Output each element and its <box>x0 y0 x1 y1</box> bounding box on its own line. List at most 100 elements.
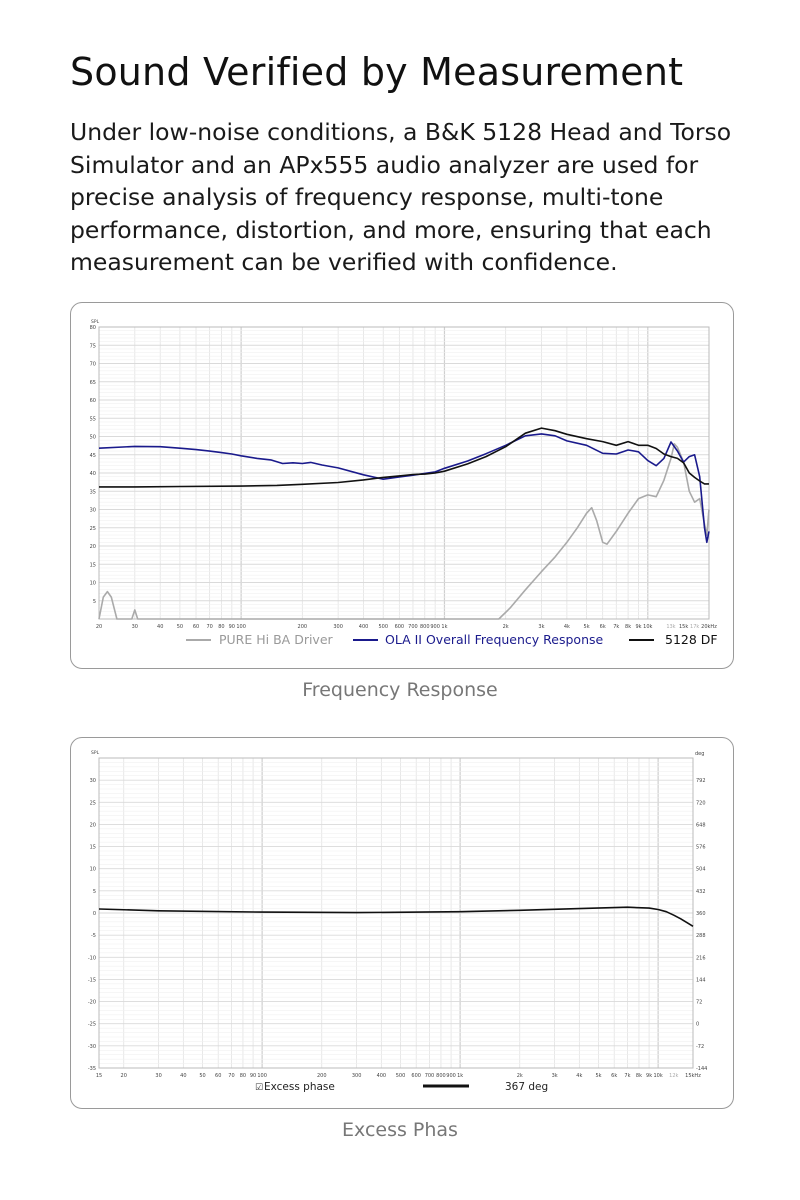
x-tick-label: 80 <box>218 624 224 630</box>
excess-phase-chart: 302520151050-5-10-15-20-25-30-3579272064… <box>88 750 708 1093</box>
x-tick-label: 2k <box>503 624 509 630</box>
y-tick-label: -15 <box>88 977 96 983</box>
x-tick-label: 40 <box>157 624 163 630</box>
series-line <box>99 427 709 488</box>
y-axis-label: SPL <box>91 750 100 756</box>
y2-tick-label: 576 <box>696 845 706 851</box>
y-tick-label: 25 <box>90 800 96 806</box>
series-line <box>98 443 710 620</box>
y-tick-label: 75 <box>90 343 96 349</box>
x-tick-label: 3k <box>538 624 544 630</box>
y-tick-label: 15 <box>90 562 96 568</box>
y-tick-label: 50 <box>90 435 96 441</box>
x-tick-label: 50 <box>199 1073 205 1079</box>
x-tick-label: 10k <box>654 1073 663 1079</box>
x-tick-label: 8k <box>625 624 631 630</box>
y2-tick-label: 432 <box>696 889 706 895</box>
frequency-response-caption: Frequency Response <box>302 679 498 701</box>
x-tick-label: 8k <box>636 1073 642 1079</box>
x-tick-label: 800 <box>436 1073 446 1079</box>
y2-tick-label: -72 <box>696 1044 704 1050</box>
x-tick-label: 500 <box>396 1073 406 1079</box>
y-tick-label: -30 <box>88 1044 96 1050</box>
x-tick-label: 90 <box>250 1073 256 1079</box>
x-tick-label: 2k <box>517 1073 523 1079</box>
y2-tick-label: 504 <box>696 867 706 873</box>
y-tick-label: 70 <box>90 362 96 368</box>
y-tick-label: 55 <box>90 416 96 422</box>
y2-tick-label: 144 <box>696 977 706 983</box>
excess-phase-caption: Excess Phas <box>342 1119 458 1141</box>
y-tick-label: 30 <box>90 778 96 784</box>
y2-tick-label: 648 <box>696 822 706 828</box>
y-tick-label: 60 <box>90 398 96 404</box>
x-tick-label: 70 <box>206 624 212 630</box>
y-tick-label: 30 <box>90 508 96 514</box>
legend-excess-phase: ☑ Excess phase 367 deg <box>255 1081 548 1093</box>
y-axis-label: SPL <box>91 319 100 325</box>
x-tick-label: 900 <box>430 624 440 630</box>
y-tick-label: 40 <box>90 471 96 477</box>
x-tick-label: 6k <box>600 624 606 630</box>
x-tick-label: 7k <box>613 624 619 630</box>
x-tick-label: 400 <box>359 624 369 630</box>
page-description: Under low-noise conditions, a B&K 5128 H… <box>70 118 732 276</box>
x-tick-label: 1k <box>441 624 447 630</box>
x-tick-label: 12k <box>669 1073 678 1079</box>
y-tick-label: 25 <box>90 526 96 532</box>
y-tick-label: -35 <box>88 1066 96 1072</box>
frequency-response-chart-panel: 5 10 15 20 25 30 35 40 45 50 55 60 65 70 75 80 SPL 20 30 40… <box>70 302 734 669</box>
legend-label: 5128 DF <box>665 632 718 647</box>
y-tick-label: 15 <box>90 845 96 851</box>
legend-label: Excess phase <box>264 1081 335 1093</box>
x-tick-label: 800 <box>420 624 430 630</box>
x-tick-label: 40 <box>180 1073 186 1079</box>
series-line <box>98 906 694 927</box>
x-tick-label: 20 <box>96 624 102 630</box>
excess-phase-chart-panel: 30 25 20 15 10 5 0 -5 -10 -15 -20 -25 -30 -35 792 720 64… <box>70 737 734 1109</box>
x-tick-label: 4k <box>576 1073 582 1079</box>
x-tick-label: 13k <box>666 624 675 630</box>
series-line <box>98 433 710 544</box>
x-tick-label: 400 <box>377 1073 387 1079</box>
x-tick-label: 9k <box>646 1073 652 1079</box>
y-tick-label: 20 <box>90 822 96 828</box>
page-title: Sound Verified by Measurement <box>70 50 684 94</box>
y-tick-label: 65 <box>90 380 96 386</box>
x-tick-label: 300 <box>352 1073 362 1079</box>
x-tick-label: 700 <box>408 624 418 630</box>
x-tick-label: 4k <box>564 624 570 630</box>
legend-checkbox-icon: ☑ <box>255 1083 263 1093</box>
y-tick-label: 10 <box>90 867 96 873</box>
x-tick-label: 100 <box>236 624 246 630</box>
plot-frame <box>98 757 694 1069</box>
x-tick-label: 500 <box>378 624 388 630</box>
y-tick-label: 10 <box>90 581 96 587</box>
chart-grid <box>98 326 710 620</box>
x-tick-label: 60 <box>193 624 199 630</box>
y-tick-label: 5 <box>93 599 96 605</box>
x-tick-label: 80 <box>240 1073 246 1079</box>
x-tick-label: 50 <box>177 624 183 630</box>
y-tick-label: 20 <box>90 544 96 550</box>
x-tick-label: 17k <box>690 624 699 630</box>
x-tick-label: 10k <box>643 624 652 630</box>
x-tick-label: 600 <box>411 1073 421 1079</box>
legend-value: 367 deg <box>505 1081 548 1093</box>
x-tick-label: 7k <box>624 1073 630 1079</box>
y2-tick-label: -144 <box>696 1066 707 1072</box>
x-tick-label: 600 <box>395 624 405 630</box>
y2-tick-label: 288 <box>696 933 706 939</box>
x-tick-label: 9k <box>635 624 641 630</box>
y2-tick-label: 216 <box>696 955 706 961</box>
x-tick-label: 700 <box>425 1073 435 1079</box>
y-tick-label: -5 <box>91 933 96 939</box>
x-tick-label: 6k <box>611 1073 617 1079</box>
x-tick-label: 300 <box>333 624 343 630</box>
x-tick-label: 200 <box>317 1073 327 1079</box>
legend-label: OLA II Overall Frequency Response <box>385 632 603 647</box>
x-tick-label: 15k <box>679 624 688 630</box>
y-tick-label: 80 <box>90 325 96 331</box>
x-tick-label: 90 <box>229 624 235 630</box>
x-tick-label: 70 <box>228 1073 234 1079</box>
